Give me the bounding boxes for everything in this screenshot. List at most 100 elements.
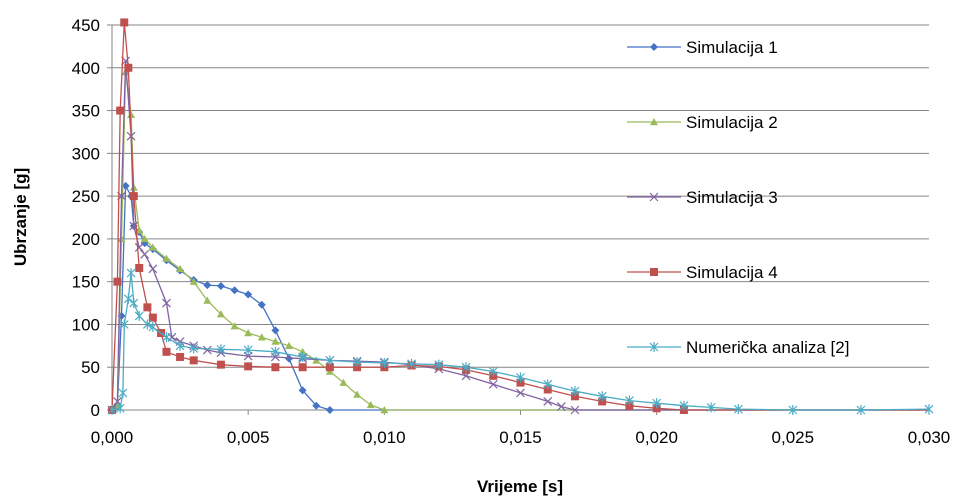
data-point <box>556 402 566 412</box>
data-point <box>434 359 444 370</box>
data-point <box>379 357 389 368</box>
data-point <box>312 401 321 410</box>
data-point <box>243 345 253 356</box>
data-point <box>203 281 212 290</box>
data-point <box>189 343 199 354</box>
data-point <box>129 298 139 309</box>
data-point <box>516 378 525 387</box>
data-point <box>202 345 212 355</box>
data-point <box>244 329 253 337</box>
data-point <box>271 363 280 372</box>
data-point <box>176 264 185 273</box>
y-tick-label: 200 <box>72 230 100 249</box>
data-point <box>924 404 934 415</box>
data-point <box>230 286 239 295</box>
data-point <box>352 357 362 368</box>
x-tick-label: 0,015 <box>499 428 542 447</box>
data-point <box>380 406 389 414</box>
data-point <box>488 379 498 389</box>
x-tick-label: 0,020 <box>635 428 678 447</box>
x-axis-title: Vrijeme [s] <box>477 477 563 496</box>
y-tick-label: 300 <box>72 144 100 163</box>
data-point <box>119 319 129 330</box>
y-tick-label: 50 <box>81 358 100 377</box>
data-point <box>597 391 607 402</box>
y-tick-label: 450 <box>72 16 100 35</box>
data-point <box>325 406 334 414</box>
data-point <box>598 397 607 406</box>
legend-marker <box>650 118 658 126</box>
legend-marker <box>649 192 659 202</box>
legend-item: Simulacija 1 <box>627 38 778 57</box>
data-point <box>134 243 144 252</box>
x-tick-labels: 0,000 0,005 0,010 0,015 0,020 0,025 0,030 <box>91 410 951 447</box>
data-point <box>216 310 225 318</box>
legend-item: Simulacija 4 <box>627 263 778 282</box>
legend-label: Simulacija 3 <box>686 188 778 207</box>
y-tick-labels: 0 50 100 150 200 250 300 350 400 450 <box>72 16 112 420</box>
data-point <box>298 363 307 372</box>
data-point <box>107 405 117 415</box>
data-point <box>135 263 144 272</box>
y-axis-title: Ubrzanje [g] <box>11 168 30 266</box>
data-point <box>366 400 375 409</box>
data-point <box>113 277 122 286</box>
legend-label: Simulacija 2 <box>686 113 778 132</box>
data-point <box>733 404 743 415</box>
legend-label: Simulacija 1 <box>686 38 778 57</box>
data-point <box>162 347 171 356</box>
data-point <box>285 341 294 350</box>
x-tick-label: 0,005 <box>227 428 270 447</box>
data-point <box>143 303 152 312</box>
data-point <box>162 298 171 308</box>
data-point <box>148 313 157 322</box>
data-point <box>148 243 157 251</box>
data-point <box>126 268 136 279</box>
data-point <box>856 405 866 415</box>
data-point <box>298 347 307 356</box>
data-point <box>175 340 185 351</box>
data-point <box>116 106 125 115</box>
data-point <box>461 362 471 373</box>
legend-item: Simulacija 3 <box>627 188 778 207</box>
data-point <box>325 363 334 372</box>
data-point <box>124 63 133 72</box>
legend-marker <box>650 268 658 276</box>
data-point <box>140 234 149 243</box>
data-point <box>271 337 280 345</box>
data-point <box>121 181 130 190</box>
data-point <box>570 386 580 397</box>
data-point <box>353 363 362 372</box>
data-point <box>189 277 198 285</box>
data-point <box>117 234 126 243</box>
data-point <box>325 355 335 366</box>
data-point <box>162 254 171 262</box>
data-point <box>271 326 280 335</box>
data-point <box>176 352 185 361</box>
series-lines <box>107 18 934 415</box>
data-point <box>543 379 553 390</box>
series-line <box>111 60 929 411</box>
y-tick-label: 0 <box>91 401 100 420</box>
data-point <box>353 390 362 398</box>
data-point <box>134 310 144 321</box>
x-tick-label: 0,010 <box>363 428 406 447</box>
data-point <box>488 366 498 377</box>
data-point <box>244 362 253 371</box>
data-point <box>120 18 129 27</box>
data-point <box>298 386 307 395</box>
data-point <box>516 388 525 398</box>
series-2 <box>108 68 929 414</box>
data-point <box>625 401 634 410</box>
data-point <box>162 332 171 343</box>
x-tick-label: 0,030 <box>908 428 951 447</box>
data-point <box>679 400 689 411</box>
data-point <box>203 296 212 304</box>
legend-marker <box>649 342 659 352</box>
data-point <box>652 404 661 413</box>
y-tick-label: 250 <box>72 187 100 206</box>
data-point <box>148 322 158 333</box>
data-point <box>257 333 266 341</box>
data-point <box>142 319 152 330</box>
